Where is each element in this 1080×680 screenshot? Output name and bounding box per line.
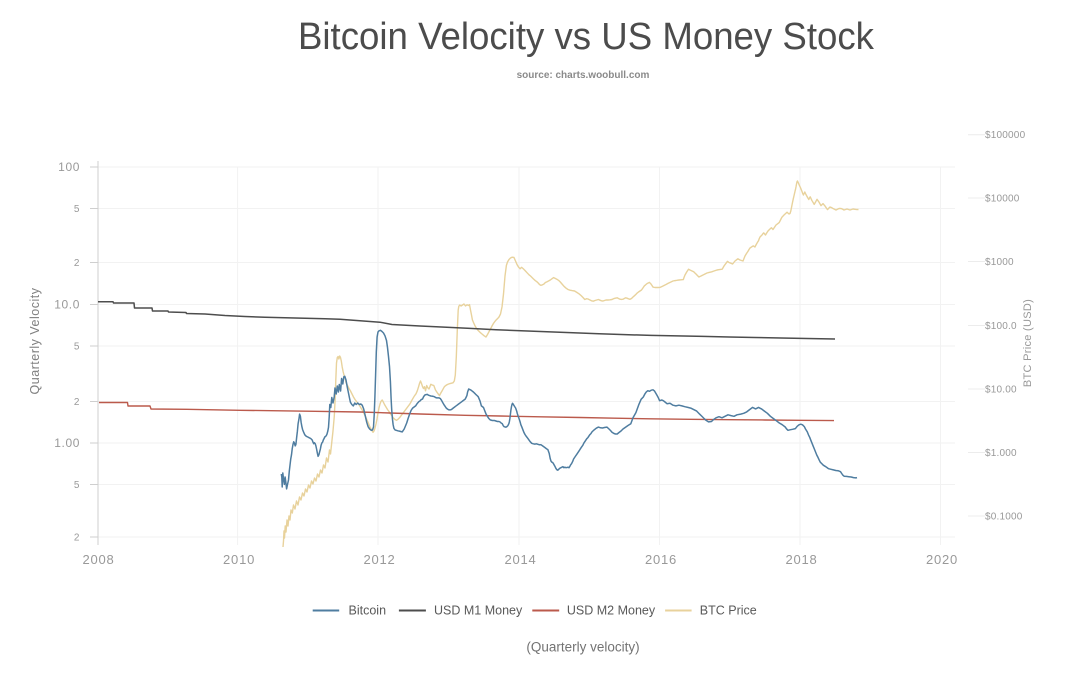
svg-text:2016: 2016 (645, 552, 677, 567)
svg-text:BTC Price: BTC Price (700, 604, 757, 618)
svg-text:$10.00: $10.00 (985, 385, 1017, 396)
svg-text:$1000: $1000 (985, 257, 1014, 268)
svg-text:2: 2 (74, 533, 80, 544)
svg-text:2020: 2020 (926, 552, 958, 567)
svg-text:Bitcoin: Bitcoin (349, 604, 387, 618)
svg-text:2: 2 (74, 258, 80, 269)
svg-text:1.00: 1.00 (54, 436, 80, 450)
svg-text:2008: 2008 (82, 552, 114, 567)
svg-text:5: 5 (74, 204, 80, 215)
svg-text:10.0: 10.0 (54, 298, 80, 312)
svg-text:5: 5 (74, 480, 80, 491)
svg-text:USD M2 Money: USD M2 Money (567, 604, 656, 618)
svg-text:2012: 2012 (363, 552, 395, 567)
svg-text:100: 100 (58, 160, 80, 174)
svg-text:(Quarterly velocity): (Quarterly velocity) (526, 640, 639, 655)
svg-text:BTC Price (USD): BTC Price (USD) (1022, 299, 1034, 387)
svg-text:Quarterly Velocity: Quarterly Velocity (28, 287, 42, 394)
svg-text:USD M1 Money: USD M1 Money (434, 604, 523, 618)
svg-text:Bitcoin Velocity vs US Money S: Bitcoin Velocity vs US Money Stock (298, 16, 875, 58)
svg-text:$100000: $100000 (985, 130, 1026, 141)
svg-text:2010: 2010 (223, 552, 255, 567)
svg-text:$10000: $10000 (985, 194, 1020, 205)
svg-text:2014: 2014 (504, 552, 536, 567)
svg-text:$100.0: $100.0 (985, 321, 1017, 332)
svg-text:5: 5 (74, 342, 80, 353)
svg-text:source: charts.woobull.com: source: charts.woobull.com (517, 70, 650, 81)
svg-text:2: 2 (74, 397, 80, 408)
svg-text:2018: 2018 (785, 552, 817, 567)
svg-text:$1.000: $1.000 (985, 448, 1017, 459)
svg-text:$0.1000: $0.1000 (985, 512, 1023, 523)
